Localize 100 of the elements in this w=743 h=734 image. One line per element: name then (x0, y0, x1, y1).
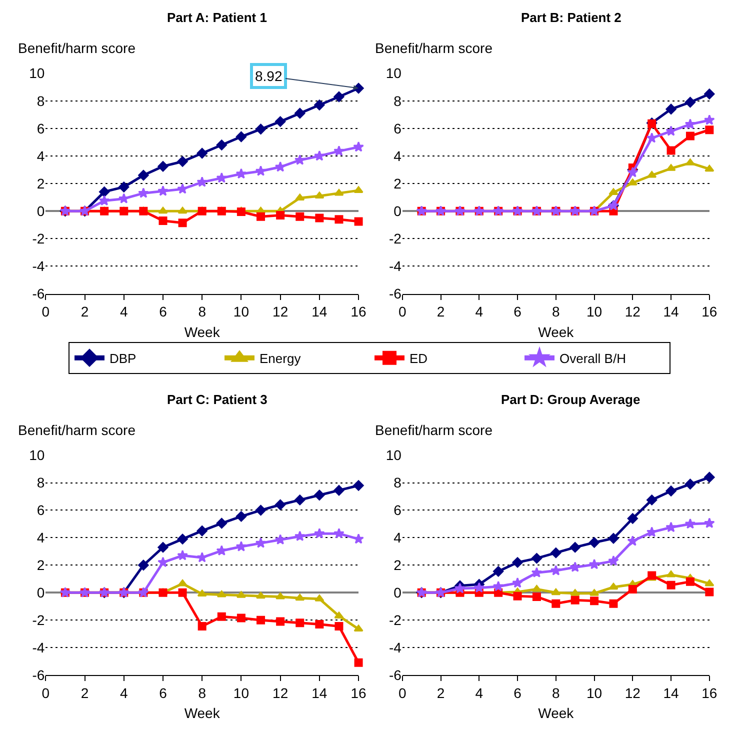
point (256, 212, 266, 221)
point (315, 214, 324, 222)
point (513, 592, 522, 600)
x-tick-label: 6 (159, 304, 168, 320)
point (294, 108, 306, 119)
chart-title: Part A: Patient 1 (167, 10, 267, 25)
x-tick-label: 4 (475, 304, 484, 320)
point (646, 494, 658, 506)
y-tick-label: 4 (394, 530, 402, 546)
point (334, 612, 344, 618)
point (627, 513, 638, 524)
point (334, 91, 344, 102)
y-tick-label: 10 (29, 65, 45, 82)
point (236, 591, 246, 598)
x-tick-label: 10 (586, 684, 602, 701)
y-tick-label: -4 (32, 258, 45, 274)
chart-title: Part C: Patient 3 (167, 392, 268, 407)
point (178, 588, 187, 597)
point (552, 599, 560, 608)
y-tick-label: -6 (388, 286, 402, 302)
point (334, 188, 344, 196)
point (197, 590, 207, 597)
point (196, 526, 208, 536)
y-tick-label: 10 (386, 65, 402, 82)
point (628, 584, 637, 594)
point (354, 658, 363, 667)
y-tick-label: -4 (388, 258, 402, 274)
x-tick-label: 16 (702, 304, 718, 320)
point (196, 176, 208, 187)
point (492, 580, 504, 592)
y-tick-label: 2 (36, 175, 45, 192)
point (314, 528, 325, 538)
point (314, 150, 325, 161)
x-tick-label: 12 (624, 684, 641, 701)
y-tick-label: 6 (394, 502, 402, 518)
point (354, 624, 364, 632)
point (99, 186, 110, 198)
point (177, 156, 188, 167)
y-tick-label: 8 (394, 92, 402, 109)
x-tick-label: 6 (514, 684, 522, 701)
y-tick-label: 6 (36, 120, 45, 136)
y-tick-label: -4 (32, 639, 45, 656)
point (274, 534, 286, 544)
y-tick-label: 6 (36, 502, 45, 518)
point (138, 560, 149, 570)
x-tick-label: 2 (80, 684, 89, 701)
point (158, 161, 168, 172)
point (512, 577, 523, 588)
chart-title: Part B: Patient 2 (521, 10, 622, 25)
point (296, 618, 304, 628)
y-tick-label: 2 (394, 175, 402, 192)
point (550, 565, 562, 576)
y-axis-title: Benefit/harm score (18, 40, 136, 56)
x-tick-label: 6 (159, 684, 168, 701)
x-tick-label: 12 (272, 304, 288, 320)
point (177, 550, 188, 560)
point (178, 206, 188, 214)
point (158, 185, 168, 196)
y-tick-label: -2 (388, 230, 402, 247)
point (294, 530, 306, 542)
point (686, 577, 694, 586)
y-tick-label: 0 (36, 203, 45, 220)
point (684, 96, 696, 108)
point (295, 194, 305, 201)
y-tick-label: 10 (29, 447, 45, 464)
point (570, 596, 580, 604)
y-tick-label: 2 (394, 557, 402, 574)
point (296, 212, 304, 221)
point (353, 141, 364, 152)
point (684, 118, 696, 130)
x-tick-label: 14 (663, 684, 680, 701)
point (353, 480, 364, 491)
point (256, 616, 266, 624)
x-tick-label: 8 (552, 684, 560, 701)
point (216, 518, 227, 529)
point (216, 172, 228, 183)
point (608, 533, 619, 544)
point (158, 216, 168, 225)
point (314, 594, 324, 602)
point (98, 195, 110, 206)
x-tick-label: 8 (552, 304, 560, 320)
point (255, 504, 266, 516)
point (628, 178, 638, 186)
point (588, 537, 600, 548)
y-tick-label: 0 (36, 584, 45, 601)
y-tick-label: -6 (32, 286, 45, 302)
legend-label: ED (410, 350, 428, 366)
y-tick-label: -2 (32, 612, 45, 628)
point (666, 522, 676, 532)
point (255, 538, 266, 548)
chart-title: Part D: Group Average (501, 392, 640, 407)
point (474, 582, 485, 593)
point (276, 617, 285, 626)
x-axis-title: Week (538, 324, 575, 340)
point (627, 535, 638, 546)
point (236, 131, 247, 142)
point (275, 499, 286, 510)
point (666, 580, 676, 590)
y-tick-label: 0 (394, 584, 402, 601)
point (158, 556, 168, 568)
